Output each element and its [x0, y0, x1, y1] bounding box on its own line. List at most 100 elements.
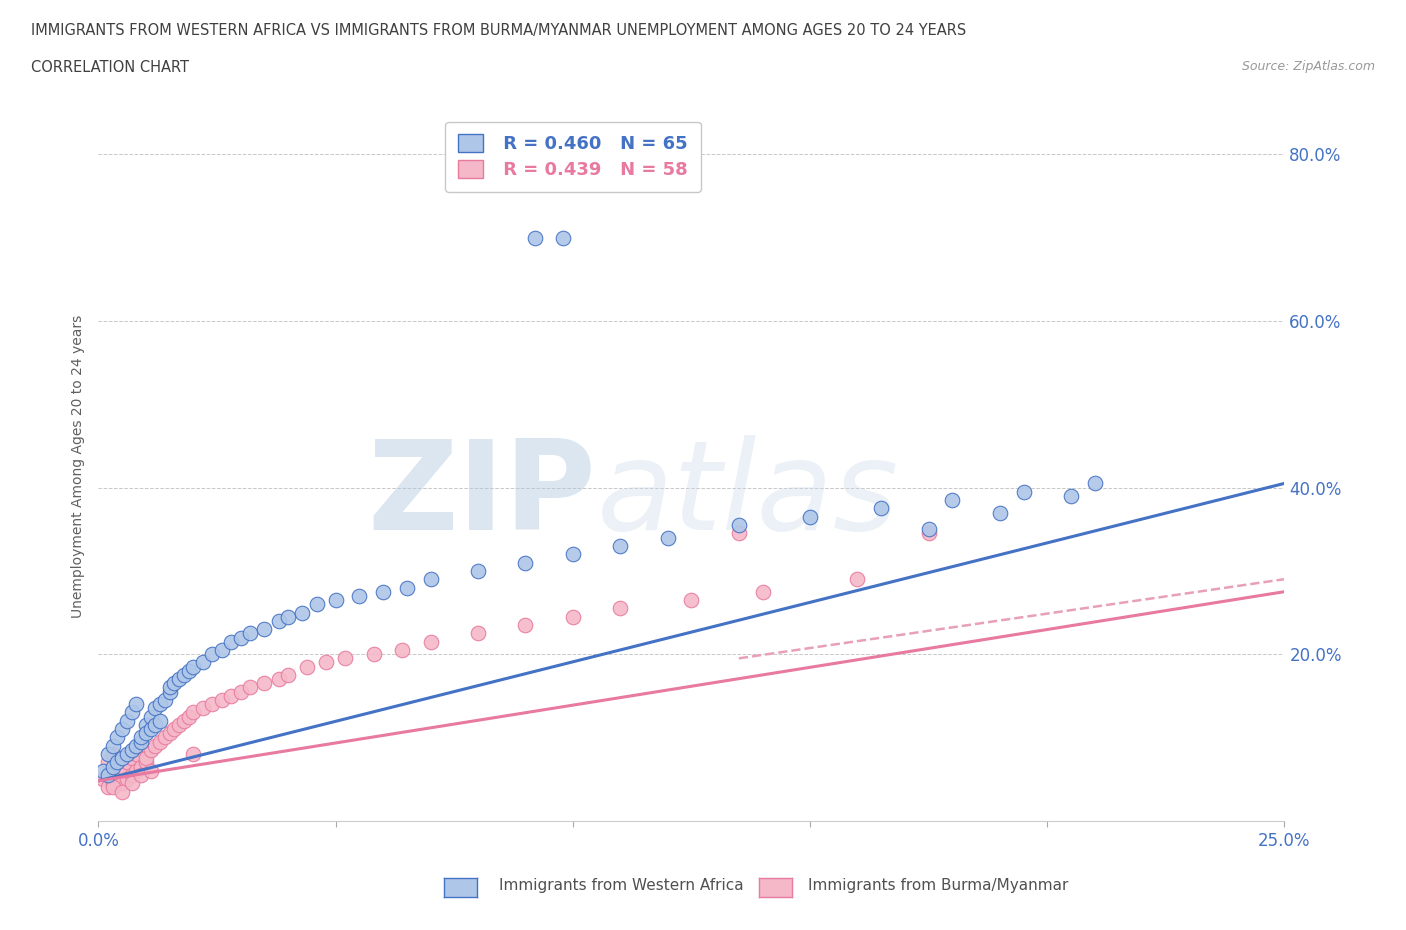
Point [111, 776, 134, 790]
Legend:  R = 0.460   N = 65,  R = 0.439   N = 58: R = 0.460 N = 65, R = 0.439 N = 58 [444, 122, 700, 192]
Point [561, 609, 583, 624]
Point [159, 680, 181, 695]
Point [1084, 476, 1107, 491]
Point [870, 501, 893, 516]
Point [553, 231, 575, 246]
Point [97, 780, 120, 795]
Point [267, 671, 290, 686]
Point [219, 688, 242, 703]
Point [349, 589, 371, 604]
Point [125, 697, 148, 711]
Point [111, 751, 134, 765]
Point [159, 684, 181, 699]
Point [333, 651, 356, 666]
Point [181, 659, 204, 674]
Point [305, 597, 328, 612]
Point [277, 609, 299, 624]
Point [121, 742, 143, 757]
Point [181, 705, 204, 720]
Point [681, 592, 703, 607]
Point [149, 713, 172, 728]
Point [121, 705, 143, 720]
Point [111, 759, 134, 774]
Point [111, 722, 134, 737]
Point [219, 634, 242, 649]
Point [121, 776, 143, 790]
Point [115, 772, 138, 787]
Point [391, 643, 413, 658]
Point [325, 592, 347, 607]
Point [253, 622, 276, 637]
Point [153, 693, 176, 708]
Point [153, 730, 176, 745]
Point [191, 655, 214, 670]
Point [101, 738, 124, 753]
Point [728, 526, 751, 541]
Point [181, 747, 204, 762]
Point [159, 726, 181, 741]
Point [135, 751, 157, 765]
Point [139, 722, 162, 737]
Point [129, 759, 152, 774]
Point [363, 646, 385, 661]
Point [91, 772, 114, 787]
Y-axis label: Unemployment Among Ages 20 to 24 years: Unemployment Among Ages 20 to 24 years [72, 315, 86, 618]
Point [467, 564, 489, 578]
Point [139, 764, 162, 778]
Point [1060, 488, 1083, 503]
Point [239, 680, 262, 695]
Point [167, 718, 190, 733]
Point [125, 747, 148, 762]
Point [609, 538, 631, 553]
Point [515, 555, 537, 570]
Point [135, 726, 157, 741]
Point [941, 493, 963, 508]
Point [101, 776, 124, 790]
Point [129, 767, 152, 782]
Point [135, 718, 157, 733]
Point [115, 755, 138, 770]
Point [91, 764, 114, 778]
Point [917, 522, 939, 537]
Point [799, 510, 821, 525]
Point [97, 747, 120, 762]
Point [846, 572, 869, 587]
Point [211, 693, 233, 708]
Point [267, 614, 290, 629]
Point [1012, 485, 1035, 499]
Point [125, 738, 148, 753]
Point [97, 755, 120, 770]
Point [101, 780, 124, 795]
Point [129, 734, 152, 749]
Point [139, 742, 162, 757]
Point [211, 643, 233, 658]
Point [295, 659, 318, 674]
Point [728, 518, 751, 533]
Point [467, 626, 489, 641]
Point [277, 668, 299, 683]
Point [515, 618, 537, 632]
Point [315, 655, 337, 670]
Point [201, 646, 224, 661]
Point [239, 626, 262, 641]
Point [419, 572, 441, 587]
Point [121, 751, 143, 765]
Point [139, 710, 162, 724]
Point [523, 231, 546, 246]
Point [609, 601, 631, 616]
Point [107, 730, 129, 745]
Point [173, 713, 195, 728]
Point [115, 747, 138, 762]
Point [167, 671, 190, 686]
Point [917, 526, 939, 541]
Point [143, 701, 166, 716]
Point [107, 755, 129, 770]
Point [988, 505, 1011, 520]
Text: CORRELATION CHART: CORRELATION CHART [31, 60, 188, 75]
Point [149, 734, 172, 749]
Text: IMMIGRANTS FROM WESTERN AFRICA VS IMMIGRANTS FROM BURMA/MYANMAR UNEMPLOYMENT AMO: IMMIGRANTS FROM WESTERN AFRICA VS IMMIGR… [31, 23, 966, 38]
Point [101, 759, 124, 774]
Point [107, 767, 129, 782]
Point [111, 784, 134, 799]
Point [191, 701, 214, 716]
